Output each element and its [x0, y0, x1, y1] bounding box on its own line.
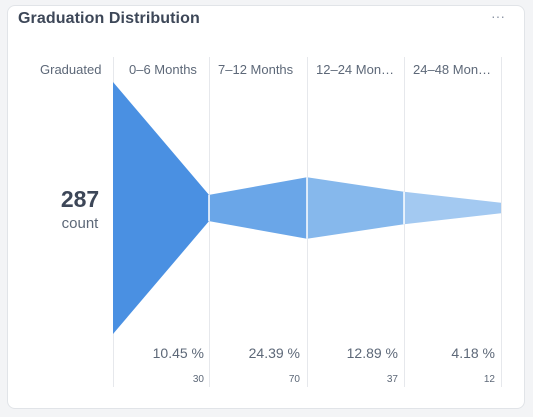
- step-percent: 10.45 %: [152, 345, 204, 361]
- step-percent: 24.39 %: [248, 345, 300, 361]
- more-horizontal-icon[interactable]: ···: [491, 8, 505, 24]
- column-divider: [501, 57, 502, 387]
- card-title: Graduation Distribution: [18, 10, 200, 27]
- column-divider: [209, 57, 210, 387]
- funnel-segment[interactable]: [209, 177, 307, 239]
- funnel-segment[interactable]: [404, 191, 501, 225]
- total-count-unit: count: [61, 215, 99, 232]
- step-count: 30: [192, 374, 204, 385]
- step-count: 12: [483, 374, 495, 385]
- funnel-segment[interactable]: [113, 82, 209, 334]
- total-count-value: 287: [60, 186, 100, 212]
- step-count: 37: [386, 374, 398, 385]
- funnel-segment[interactable]: [307, 177, 404, 239]
- step-percent: 12.89 %: [346, 345, 398, 361]
- step-percent: 4.18 %: [451, 345, 495, 361]
- step-count: 70: [288, 374, 300, 385]
